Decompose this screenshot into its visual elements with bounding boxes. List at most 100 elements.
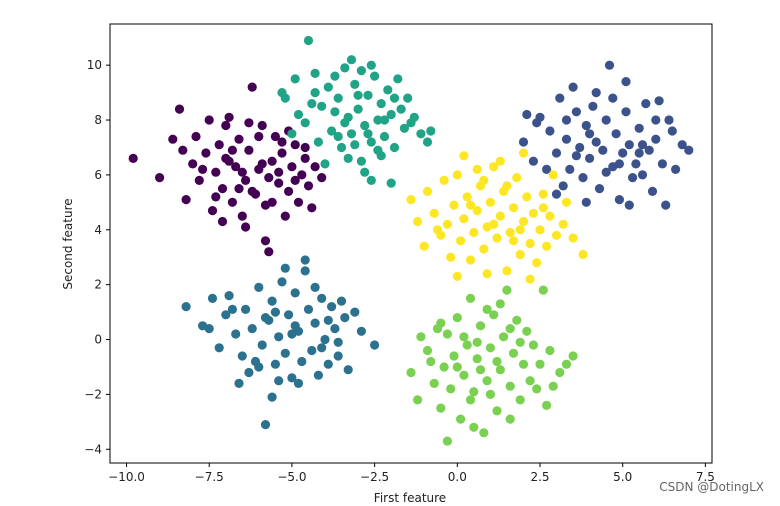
scatter-point-s4-20 bbox=[284, 310, 294, 320]
scatter-point-s3-9 bbox=[449, 200, 459, 210]
scatter-point-s1-32 bbox=[287, 129, 297, 139]
scatter-point-s4-45 bbox=[280, 263, 290, 273]
scatter-point-s5-23 bbox=[495, 365, 505, 375]
scatter-point-s4-19 bbox=[280, 348, 290, 358]
scatter-point-s0-29 bbox=[270, 131, 280, 142]
scatter-point-s3-3 bbox=[422, 186, 433, 196]
x-tick-label: −2.5 bbox=[360, 470, 389, 484]
scatter-point-s2-9 bbox=[575, 142, 585, 153]
scatter-point-s4-37 bbox=[340, 313, 350, 323]
scatter-point-s4-59 bbox=[204, 324, 214, 334]
scatter-point-s4-11 bbox=[254, 282, 264, 292]
scatter-point-s5-42 bbox=[485, 389, 495, 399]
scatter-point-s0-54 bbox=[244, 118, 254, 128]
scatter-point-s0-18 bbox=[234, 134, 244, 144]
scatter-point-s5-13 bbox=[462, 340, 472, 350]
scatter-point-s0-9 bbox=[204, 115, 214, 125]
scatter-point-s5-17 bbox=[475, 321, 486, 331]
scatter-point-s3-27 bbox=[508, 203, 519, 213]
scatter-point-s5-14 bbox=[465, 293, 476, 303]
scatter-point-s4-2 bbox=[207, 293, 218, 303]
scatter-point-s2-1 bbox=[528, 156, 539, 166]
scatter-point-s3-23 bbox=[495, 211, 505, 221]
scatter-point-s1-30 bbox=[426, 126, 436, 136]
scatter-point-s1-50 bbox=[343, 153, 353, 163]
scatter-point-s3-42 bbox=[578, 249, 588, 260]
scatter-point-s0-37 bbox=[297, 170, 307, 180]
scatter-point-s5-55 bbox=[545, 345, 555, 356]
scatter-point-s4-31 bbox=[320, 334, 330, 345]
scatter-point-s1-38 bbox=[320, 159, 330, 169]
scatter-point-s5-24 bbox=[499, 332, 509, 342]
scatter-point-s3-39 bbox=[551, 230, 562, 240]
scatter-point-s4-8 bbox=[241, 304, 251, 314]
scatter-point-s0-33 bbox=[284, 186, 294, 196]
scatter-point-s0-51 bbox=[211, 192, 221, 202]
scatter-point-s3-56 bbox=[479, 175, 489, 185]
scatter-point-s4-21 bbox=[287, 373, 297, 383]
scatter-point-s2-43 bbox=[591, 88, 601, 98]
scatter-point-s1-5 bbox=[333, 93, 343, 103]
scatter-point-s4-32 bbox=[323, 359, 333, 369]
scatter-point-s1-18 bbox=[376, 99, 386, 109]
scatter-point-s0-48 bbox=[274, 167, 284, 177]
scatter-point-s2-41 bbox=[558, 181, 568, 191]
scatter-point-s1-4 bbox=[327, 126, 337, 136]
points-layer bbox=[128, 35, 694, 446]
scatter-point-s2-33 bbox=[654, 96, 664, 106]
scatter-point-s1-43 bbox=[366, 175, 376, 185]
scatter-point-s0-56 bbox=[267, 197, 277, 207]
scatter-point-s4-51 bbox=[290, 321, 300, 331]
scatter-point-s3-31 bbox=[522, 192, 532, 202]
scatter-point-s0-31 bbox=[277, 148, 287, 158]
scatter-point-s1-13 bbox=[360, 120, 370, 131]
scatter-point-s5-3 bbox=[429, 378, 439, 388]
scatter-point-s1-54 bbox=[310, 88, 320, 98]
scatter-point-s0-11 bbox=[211, 167, 221, 177]
scatter-point-s2-25 bbox=[628, 173, 638, 183]
scatter-point-s3-20 bbox=[485, 197, 495, 207]
scatter-point-s0-36 bbox=[293, 197, 304, 207]
scatter-point-s2-10 bbox=[578, 173, 588, 183]
x-axis: −10.0 −7.5 −5.0 −2.5 0.0 2.5 5.0 7.5 bbox=[108, 463, 715, 484]
scatter-point-s2-57 bbox=[571, 151, 582, 161]
scatter-point-s2-31 bbox=[647, 186, 658, 196]
scatter-point-s3-2 bbox=[419, 241, 429, 251]
scatter-point-s3-25 bbox=[502, 266, 512, 276]
scatter-point-s0-42 bbox=[221, 120, 231, 131]
scatter-point-s3-10 bbox=[452, 170, 462, 180]
scatter-point-s2-29 bbox=[641, 99, 651, 109]
scatter-point-s4-49 bbox=[227, 304, 237, 314]
scatter-point-s3-35 bbox=[535, 225, 545, 235]
scatter-point-s0-63 bbox=[241, 222, 251, 232]
scatter-point-s0-6 bbox=[191, 131, 201, 142]
scatter-point-s1-36 bbox=[307, 99, 317, 109]
scatter-point-s3-8 bbox=[446, 252, 456, 262]
scatter-point-s5-25 bbox=[502, 285, 512, 295]
scatter-point-s2-18 bbox=[604, 60, 615, 70]
scatter-point-s4-18 bbox=[277, 277, 287, 287]
y-tick-label: 0 bbox=[94, 333, 102, 347]
scatter-point-s4-50 bbox=[274, 376, 284, 386]
scatter-point-s4-3 bbox=[214, 343, 224, 353]
scatter-point-s0-53 bbox=[234, 184, 244, 194]
scatter-point-s1-23 bbox=[393, 74, 403, 84]
scatter-point-s4-53 bbox=[333, 337, 343, 347]
scatter-point-s1-29 bbox=[422, 137, 433, 147]
scatter-point-s2-20 bbox=[611, 129, 621, 139]
scatter-point-s2-5 bbox=[555, 93, 565, 103]
scatter-point-s3-46 bbox=[518, 148, 529, 158]
scatter-point-s3-14 bbox=[465, 255, 476, 265]
scatter-point-s0-19 bbox=[237, 211, 247, 221]
scatter-point-s3-47 bbox=[452, 271, 462, 281]
scatter-point-s4-5 bbox=[224, 291, 234, 301]
scatter-point-s2-35 bbox=[661, 200, 671, 210]
scatter-point-s4-35 bbox=[333, 351, 343, 361]
scatter-point-s1-53 bbox=[333, 131, 343, 142]
scatter-point-s5-11 bbox=[456, 414, 466, 424]
scatter-point-s2-46 bbox=[601, 167, 611, 177]
scatter-point-s4-38 bbox=[343, 365, 353, 375]
scatter-point-s2-17 bbox=[601, 115, 611, 125]
scatter-point-s1-26 bbox=[403, 93, 413, 103]
